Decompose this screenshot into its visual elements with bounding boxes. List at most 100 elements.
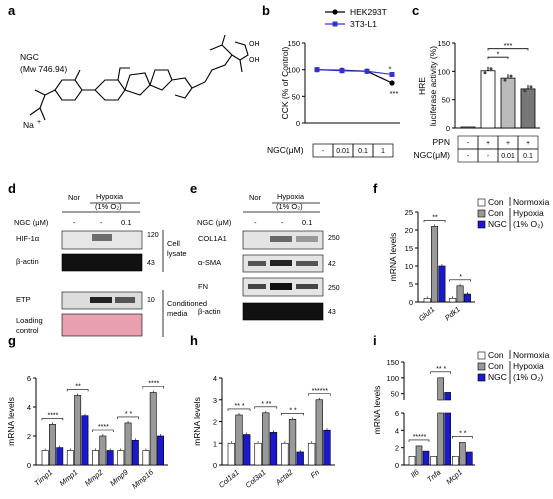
h-bar-2-2 (296, 451, 304, 466)
c-ytick-label-1: 50 (442, 96, 450, 105)
blot-d-mw-120: 120 (147, 232, 159, 239)
i-bar-high-1-1 (437, 377, 444, 401)
i-bar-2-1 (459, 442, 466, 466)
f-legend-label-0: Con (488, 197, 504, 207)
blot-e-hypoxia-label: Hypoxia (277, 192, 305, 201)
f-bar-0-1 (431, 226, 439, 303)
panel-letter-b: b (262, 3, 270, 18)
blot-d-row-etp: ETP (16, 295, 31, 304)
blot-d-row-loading-2: control (16, 326, 39, 335)
h-bar-2-0 (281, 442, 289, 466)
panel-letter-a: a (8, 3, 16, 18)
compound-mw: (Mw 746.94) (20, 64, 67, 74)
g-sig-0: **** (47, 412, 58, 419)
h-bar-3-0 (307, 442, 316, 466)
f-ytick-label-1: 5 (409, 280, 413, 289)
g-bar-2-2 (106, 450, 114, 466)
h-bracket-0 (227, 408, 251, 411)
g-xtick-4: Mmp16 (130, 467, 156, 491)
c-ytick-label-3: 150 (437, 39, 450, 48)
i-ylabel: mRNA levels (372, 386, 382, 435)
h-xtick-3: Fn (309, 468, 321, 481)
panel-letter-i: i (373, 333, 377, 348)
panel-letter-d: d (8, 181, 16, 196)
g-sig-4: **** (148, 381, 159, 388)
b-xtick-3: 1 (381, 148, 385, 155)
g-ytick-label-1: 2 (27, 432, 31, 441)
b-ytick-label-1: 50 (292, 92, 300, 101)
h-bracket-3 (307, 393, 331, 396)
c-dot-3-a (523, 89, 527, 93)
f-legend-normoxia: Normoxia (513, 197, 550, 207)
b-series-line-0 (316, 69, 393, 84)
i-ytick-low-label-2: 4 (395, 426, 399, 435)
f-bar-1-2 (463, 293, 471, 303)
b-point-0-3 (389, 80, 395, 86)
h-sig-1: * ** (261, 401, 271, 408)
b-legend-marker-1 (332, 21, 338, 27)
i-legend-label-2: NGC (488, 372, 507, 382)
i-ytick-high-label-2: 150 (386, 358, 399, 367)
blot-e-nor-label: Nor (249, 193, 262, 202)
f-ylabel: mRNA levels (388, 233, 398, 282)
g-bar-1-0 (66, 450, 74, 466)
b-ytick-label-2: 100 (287, 66, 300, 75)
c-dot-2-b (509, 74, 513, 78)
g-bar-4-1 (149, 392, 157, 466)
blot-e-row-actin: β-actin (198, 307, 221, 316)
b-xcell-3 (372, 143, 394, 158)
c-bracket-2 (487, 48, 529, 51)
b-sig-2: *** (390, 89, 399, 98)
f-bar-0-0 (423, 298, 431, 303)
blot-e-mw-250b: 250 (328, 285, 340, 292)
g-bar-3-2 (131, 440, 139, 466)
f-legend-swatch-2 (477, 220, 486, 229)
b-ylabel: CCK (% of Control) (280, 46, 290, 119)
blot-d-group-media-1: Conditioned (167, 299, 207, 308)
g-bar-2-0 (92, 450, 100, 466)
b-xrow-label: NGC(μM) (267, 145, 304, 155)
g-bracket-2 (92, 429, 114, 432)
i-bracket-0 (408, 439, 430, 442)
g-bar-1-2 (81, 415, 89, 466)
g-bar-2-1 (99, 435, 107, 466)
h-bar-3-2 (323, 429, 331, 466)
b-point-1-3 (389, 71, 395, 77)
blot-e-mw-43: 43 (328, 309, 336, 316)
h-bar-1-2 (269, 432, 278, 466)
blot-e-lane-3: 0.1 (302, 218, 312, 227)
blot-d-row-actin: β-actin (16, 257, 39, 266)
c-ylabel-2: luciferase activity (%) (428, 46, 438, 126)
f-bar-1-0 (449, 298, 457, 303)
f-bracket-0 (423, 220, 446, 223)
blot-d-o2-label: (1% O₂) (95, 202, 122, 211)
f-legend-label-1: Con (488, 208, 504, 218)
h-sig-2: * * (289, 407, 297, 414)
i-ytick-low-label-1: 2 (395, 444, 399, 453)
c-sig-2: *** (504, 41, 513, 50)
f-legend-hypoxia: Hypoxia (513, 208, 544, 218)
g-bracket-4 (142, 386, 164, 389)
h-ytick-label-4: 4 (213, 374, 217, 383)
panel-letter-e: e (190, 181, 197, 196)
c-dot-1-b (489, 67, 493, 71)
b-xtick-2: 0.1 (358, 148, 368, 155)
g-bar-1-1 (74, 395, 82, 466)
h-ylabel: mRNA levels (192, 397, 202, 446)
blot-e-lane-2: - (281, 218, 284, 227)
i-ytick-low-label-0: 0 (395, 461, 399, 470)
blot-d: Nor Hypoxia (1% O₂) NGC (μM) - - 0.1 HIF… (14, 192, 207, 337)
f-legend-o2: (1% O₂) (513, 219, 543, 229)
i-xtick-2: Mcp1 (444, 468, 464, 487)
h-ytick-label-0: 0 (213, 461, 217, 470)
i-legend-label-0: Con (488, 350, 504, 360)
h-bracket-1 (254, 406, 278, 409)
i-legend-label-1: Con (488, 361, 504, 371)
f-legend-label-2: NGC (488, 219, 507, 229)
blot-d-nor-label: Nor (68, 193, 81, 202)
i-bar-0-2 (422, 450, 430, 466)
blot-e-row-fn: FN (198, 282, 208, 291)
g-bar-0-1 (48, 424, 56, 466)
f-legend-swatch-1 (477, 209, 486, 218)
c-cell-text-0-2: + (506, 140, 510, 147)
